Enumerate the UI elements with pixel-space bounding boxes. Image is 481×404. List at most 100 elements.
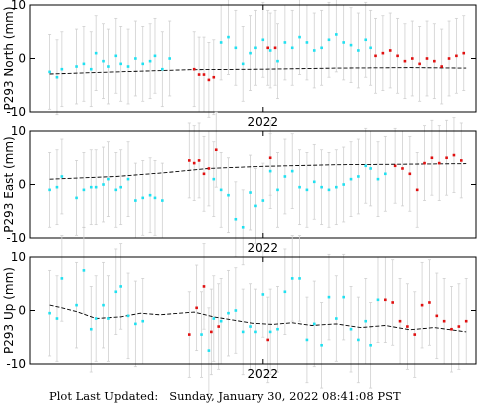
data-point — [261, 199, 265, 202]
data-point — [134, 322, 137, 326]
data-point — [410, 57, 414, 60]
data-point — [290, 169, 294, 173]
data-point — [459, 159, 463, 162]
data-point — [349, 43, 353, 47]
data-point — [452, 153, 456, 157]
chart-panel-1: -10 0 10 2022 P293 North (mm) — [2, 0, 477, 129]
data-point — [187, 333, 191, 336]
data-point — [420, 303, 424, 307]
data-point — [119, 185, 122, 189]
data-point — [55, 317, 59, 320]
data-point — [388, 49, 392, 52]
y-tick-label: -10 — [6, 105, 26, 119]
data-point — [94, 51, 98, 55]
data-point — [433, 59, 436, 63]
data-point — [82, 62, 86, 66]
data-point — [55, 185, 59, 189]
data-point — [268, 49, 272, 52]
plot-frame — [29, 130, 477, 239]
data-point — [374, 54, 377, 58]
data-point — [202, 285, 206, 288]
data-point — [119, 285, 122, 288]
data-point — [376, 177, 380, 181]
data-point — [305, 338, 309, 342]
footer-timestamp: Sunday, January 30, 2022 08:41:08 PST — [169, 389, 401, 403]
data-point — [268, 330, 272, 334]
data-point — [227, 35, 230, 39]
points-early — [48, 269, 380, 352]
data-point — [396, 54, 399, 58]
data-point — [219, 188, 223, 192]
data-point — [364, 319, 368, 323]
data-point — [464, 319, 468, 323]
data-point — [376, 298, 380, 302]
data-point — [327, 188, 331, 192]
data-point — [219, 319, 223, 323]
data-point — [283, 41, 287, 44]
data-point — [342, 41, 345, 44]
data-point — [298, 185, 301, 189]
data-point — [141, 196, 145, 200]
data-point — [357, 338, 360, 342]
data-point — [423, 161, 426, 165]
data-point — [89, 185, 93, 189]
x-tick-label: 2022 — [248, 115, 279, 129]
data-point — [398, 319, 402, 323]
data-point — [283, 175, 287, 178]
data-point — [327, 295, 331, 299]
data-point — [342, 183, 345, 186]
data-point — [384, 298, 387, 302]
data-point — [312, 49, 316, 52]
data-point — [141, 319, 145, 323]
data-point — [107, 65, 110, 68]
data-point — [48, 311, 51, 315]
points-recent — [192, 46, 466, 82]
data-point — [89, 327, 93, 331]
data-point — [290, 46, 294, 50]
y-axis-label: P293 Up (mm) — [2, 267, 16, 354]
data-point — [75, 196, 78, 200]
data-point — [369, 343, 372, 347]
data-point — [276, 188, 279, 192]
data-point — [342, 295, 345, 299]
data-point — [276, 327, 279, 331]
data-point — [408, 172, 412, 176]
data-point — [148, 59, 152, 63]
data-point — [234, 309, 238, 312]
data-point — [283, 290, 287, 294]
data-point — [195, 306, 198, 310]
data-point — [82, 188, 86, 192]
data-point — [126, 65, 130, 68]
data-point — [266, 338, 270, 342]
data-point — [268, 156, 272, 160]
data-point — [357, 175, 360, 178]
data-point — [312, 322, 316, 326]
data-point — [381, 51, 385, 55]
data-point — [241, 226, 245, 229]
plot-frame — [29, 4, 477, 113]
data-point — [418, 62, 421, 66]
data-point — [114, 290, 118, 294]
data-point — [119, 62, 122, 66]
y-tick-label: 10 — [11, 0, 26, 12]
data-point — [55, 75, 59, 79]
data-point — [425, 57, 429, 60]
data-point — [126, 177, 130, 181]
chart-panel-3: -10 0 10 2022 P293 Up (mm) — [2, 227, 477, 394]
data-point — [217, 325, 220, 328]
data-point — [94, 317, 98, 320]
data-point — [227, 311, 230, 315]
y-tick-label: 10 — [11, 124, 26, 138]
data-point — [126, 314, 130, 318]
data-point — [450, 327, 453, 331]
data-point — [273, 46, 277, 50]
data-point — [254, 204, 257, 208]
data-point — [249, 51, 252, 55]
data-point — [254, 46, 257, 50]
data-point — [349, 177, 353, 181]
data-point — [114, 54, 118, 58]
trend-line — [49, 304, 467, 333]
data-point — [401, 167, 404, 170]
data-point — [406, 325, 409, 328]
